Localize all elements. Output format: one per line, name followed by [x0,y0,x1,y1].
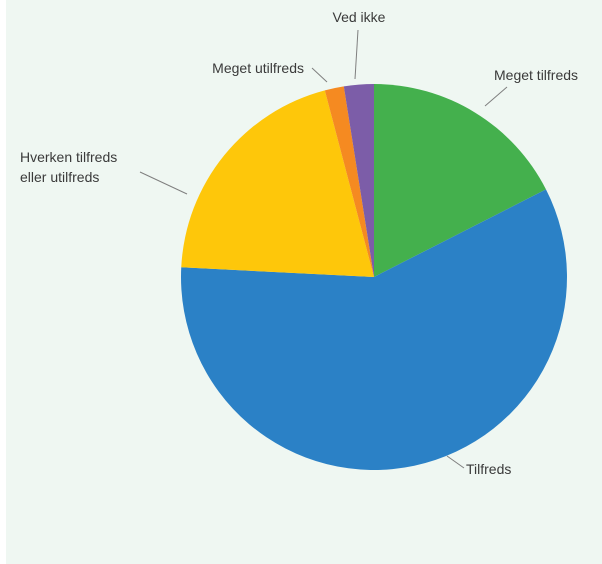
pie-slice-meget-utilfreds [324,86,374,277]
leader-line [354,29,359,80]
slice-label: Hverken tilfreds [20,149,117,165]
slice-label: Tilfreds [466,461,511,477]
leader-line [139,171,188,195]
pie-slice-hverken-tilfreds-eller-utilfreds [181,90,374,278]
pie-slice-ved-ikke [343,84,374,277]
slice-label: Meget utilfreds [212,60,304,76]
slice-label: eller utilfreds [20,169,99,185]
pie-slice-tilfreds [180,189,567,471]
leader-line [311,67,328,83]
leader-lines [139,29,508,469]
leader-line [446,455,465,469]
slice-label: Ved ikke [333,9,386,25]
slice-labels: Meget tilfreds Tilfreds Hverken tilfreds el… [20,9,578,477]
pie-slices [180,84,567,471]
pie-slice-meget-tilfreds [374,84,546,277]
leader-line [484,86,508,107]
slice-label: Meget tilfreds [494,67,578,83]
